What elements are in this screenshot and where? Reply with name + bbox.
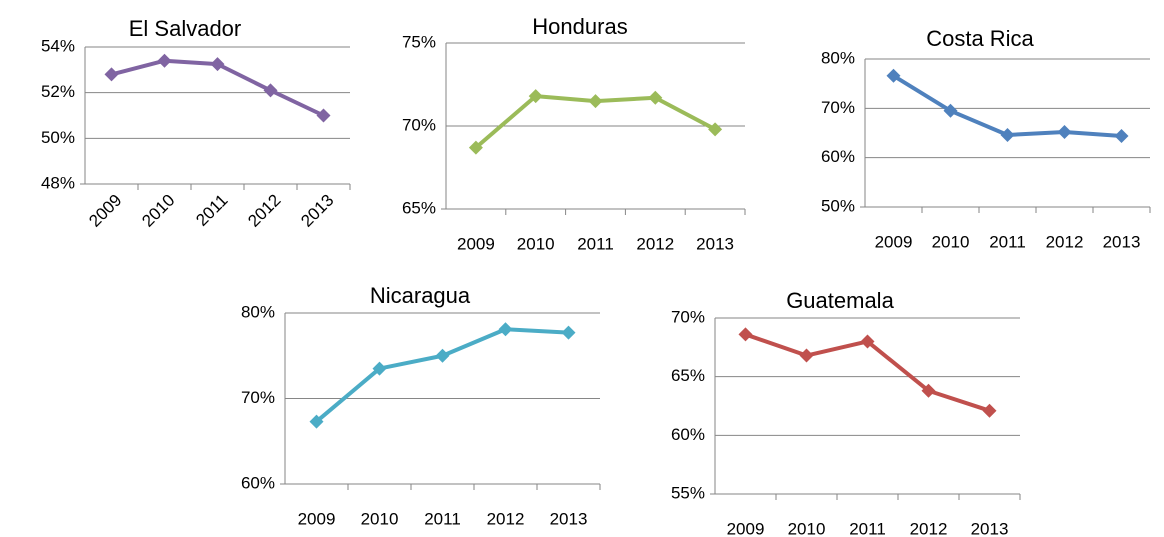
x-tick-label: 2012 [1046,232,1084,251]
chart-title: Guatemala [786,288,894,313]
marker [468,140,483,155]
marker [708,122,723,137]
marker [561,325,576,340]
x-tick-label: 2009 [727,519,765,537]
marker [435,348,450,363]
y-tick-label: 70% [821,98,855,117]
marker [799,348,814,363]
marker [372,361,387,376]
y-tick-label: 60% [821,147,855,166]
marker [210,57,225,72]
marker [498,322,513,337]
x-tick-label: 2012 [487,509,525,528]
marker [921,383,936,398]
marker [263,83,278,98]
x-tick-label: 2013 [550,509,588,528]
marker [528,89,543,104]
chart-title: Costa Rica [926,26,1034,51]
x-tick-label: 2011 [424,509,461,528]
marker [1000,127,1015,142]
y-tick-label: 48% [41,173,75,192]
x-tick-label: 2011 [577,234,614,253]
marker [316,108,331,123]
y-tick-label: 80% [821,48,855,67]
y-tick-label: 70% [671,307,705,326]
marker [738,327,753,342]
marker [1057,125,1072,140]
x-tick-label: 2013 [297,191,337,231]
marker [588,94,603,109]
chart-title: Nicaragua [370,283,471,308]
x-tick-label: 2010 [517,234,555,253]
line [892,74,1122,138]
x-tick-label: 2010 [788,519,826,537]
y-tick-label: 80% [241,302,275,321]
y-tick-label: 50% [41,128,75,147]
chart-title: Honduras [532,14,627,39]
x-tick-label: 2009 [457,234,495,253]
y-tick-label: 65% [671,366,705,385]
marker [309,414,324,429]
x-tick-label: 2013 [696,234,734,253]
marker [104,67,119,82]
chart-title: El Salvador [129,16,242,41]
y-tick-label: 55% [671,483,705,502]
y-tick-label: 60% [241,473,275,492]
x-tick-label: 2011 [989,232,1026,251]
y-tick-label: 60% [671,425,705,444]
y-tick-label: 65% [402,198,436,217]
marker [982,403,997,418]
marker [943,103,958,118]
marker [1114,128,1129,143]
marker [860,334,875,349]
x-tick-label: 2013 [1103,232,1141,251]
x-tick-label: 2011 [849,519,886,537]
x-tick-label: 2010 [932,232,970,251]
y-tick-label: 70% [241,388,275,407]
x-tick-label: 2011 [192,191,231,230]
line [315,327,569,424]
y-tick-label: 75% [402,32,436,51]
y-tick-label: 54% [41,36,75,55]
x-tick-label: 2010 [361,509,399,528]
x-tick-label: 2009 [85,191,125,231]
marker [886,68,901,83]
x-tick-label: 2010 [138,191,178,231]
x-tick-label: 2009 [298,509,336,528]
y-tick-label: 52% [41,82,75,101]
marker [648,90,663,105]
x-tick-label: 2013 [971,519,1009,537]
x-tick-label: 2012 [636,234,674,253]
y-tick-label: 50% [821,196,855,215]
y-tick-label: 70% [402,115,436,134]
x-tick-label: 2009 [875,232,913,251]
x-tick-label: 2012 [910,519,948,537]
x-tick-label: 2012 [244,191,284,231]
marker [157,53,172,68]
